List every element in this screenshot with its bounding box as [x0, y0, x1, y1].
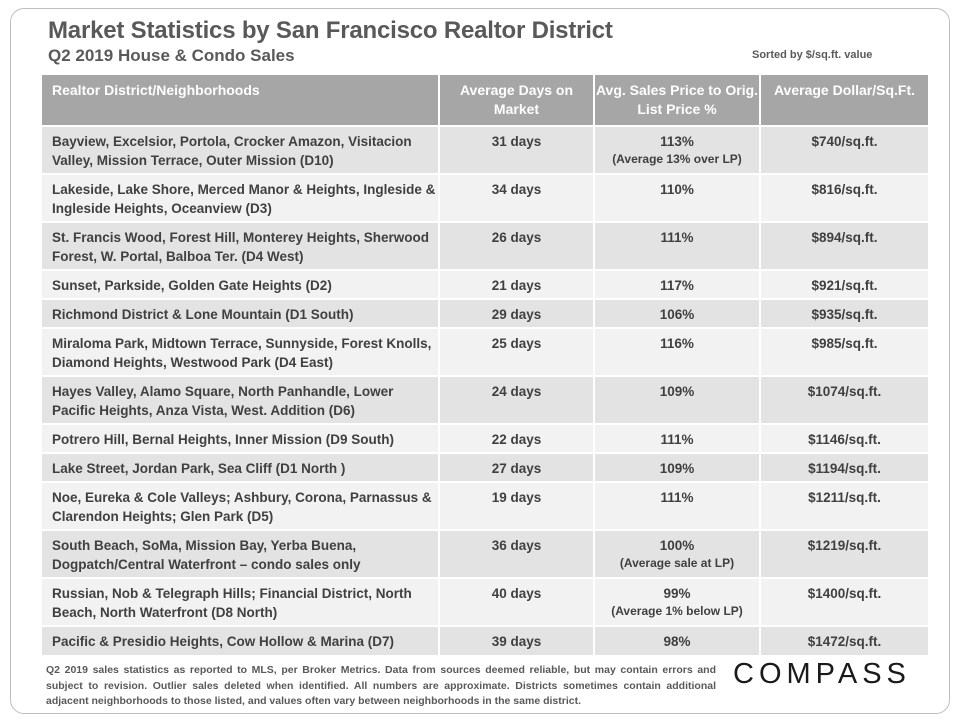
price-ratio-cell: 111%	[594, 423, 761, 453]
days-cell: 27 days	[439, 452, 595, 482]
district-cell: Russian, Nob & Telegraph Hills; Financia…	[42, 577, 440, 626]
price-ratio-cell: 109%	[594, 452, 761, 482]
page-subtitle: Q2 2019 House & Condo Sales	[48, 46, 295, 65]
table-row: Lake Street, Jordan Park, Sea Cliff (D1 …	[42, 452, 928, 482]
price-ratio-value: 113%	[660, 134, 694, 149]
days-cell: 29 days	[439, 298, 595, 328]
district-cell: St. Francis Wood, Forest Hill, Monterey …	[42, 221, 440, 270]
price-ratio-value: 100%	[659, 538, 695, 553]
days-cell: 26 days	[439, 221, 595, 270]
price-ratio-cell: 106%	[594, 298, 761, 328]
days-cell: 39 days	[439, 625, 595, 655]
dollar-sqft-cell: $1146/sq.ft.	[760, 423, 928, 453]
table-row: Potrero Hill, Bernal Heights, Inner Miss…	[42, 423, 928, 453]
column-header-dollar-sqft: Average Dollar/Sq.Ft.	[760, 75, 928, 126]
district-cell: Hayes Valley, Alamo Square, North Panhan…	[42, 375, 440, 424]
dollar-sqft-cell: $1472/sq.ft.	[760, 625, 928, 655]
district-cell: Lakeside, Lake Shore, Merced Manor & Hei…	[42, 173, 440, 222]
table-row: Pacific & Presidio Heights, Cow Hollow &…	[42, 625, 928, 655]
district-cell: South Beach, SoMa, Mission Bay, Yerba Bu…	[42, 529, 440, 578]
dollar-sqft-cell: $1194/sq.ft.	[760, 452, 928, 482]
price-ratio-cell: 109%	[594, 375, 761, 424]
district-cell: Sunset, Parkside, Golden Gate Heights (D…	[42, 269, 440, 299]
dollar-sqft-cell: $985/sq.ft.	[760, 327, 928, 376]
days-cell: 22 days	[439, 423, 595, 453]
price-ratio-cell: 116%	[594, 327, 761, 376]
days-cell: 36 days	[439, 529, 595, 578]
district-cell: Lake Street, Jordan Park, Sea Cliff (D1 …	[42, 452, 440, 482]
dollar-sqft-cell: $894/sq.ft.	[760, 221, 928, 270]
price-ratio-value: 99%	[663, 586, 691, 601]
table-row: Noe, Eureka & Cole Valleys; Ashbury, Cor…	[42, 481, 928, 530]
dollar-sqft-cell: $1074/sq.ft.	[760, 375, 928, 424]
table-row: Sunset, Parkside, Golden Gate Heights (D…	[42, 269, 928, 299]
days-cell: 31 days	[439, 125, 595, 174]
days-cell: 34 days	[439, 173, 595, 222]
footnote: Q2 2019 sales statistics as reported to …	[46, 664, 716, 707]
table-row: Lakeside, Lake Shore, Merced Manor & Hei…	[42, 173, 928, 222]
table-row: Miraloma Park, Midtown Terrace, Sunnysid…	[42, 327, 928, 376]
table-row: South Beach, SoMa, Mission Bay, Yerba Bu…	[42, 529, 928, 578]
price-ratio-note: (Average 1% below LP)	[611, 604, 743, 618]
dollar-sqft-cell: $921/sq.ft.	[760, 269, 928, 299]
sort-note: Sorted by $/sq.ft. value	[752, 49, 873, 61]
table-header-row: Realtor District/Neighborhoods Average D…	[42, 75, 928, 126]
days-cell: 40 days	[439, 577, 595, 626]
price-ratio-cell: 98%	[594, 625, 761, 655]
column-header-days: Average Days on Market	[439, 75, 595, 126]
district-cell: Noe, Eureka & Cole Valleys; Ashbury, Cor…	[42, 481, 440, 530]
district-cell: Pacific & Presidio Heights, Cow Hollow &…	[42, 625, 440, 655]
price-ratio-cell: 111%	[594, 221, 761, 270]
table-row: Bayview, Excelsior, Portola, Crocker Ama…	[42, 125, 928, 174]
price-ratio-note: (Average sale at LP)	[619, 556, 735, 570]
price-ratio-cell: 111%	[594, 481, 761, 530]
days-cell: 19 days	[439, 481, 595, 530]
district-cell: Bayview, Excelsior, Portola, Crocker Ama…	[42, 125, 440, 174]
district-cell: Potrero Hill, Bernal Heights, Inner Miss…	[42, 423, 440, 453]
price-ratio-cell: 99% (Average 1% below LP)	[594, 577, 761, 626]
district-cell: Richmond District & Lone Mountain (D1 So…	[42, 298, 440, 328]
dollar-sqft-cell: $935/sq.ft.	[760, 298, 928, 328]
price-ratio-cell: 113% (Average 13% over LP)	[594, 125, 761, 174]
district-cell: Miraloma Park, Midtown Terrace, Sunnysid…	[42, 327, 440, 376]
column-header-district: Realtor District/Neighborhoods	[42, 75, 440, 126]
days-cell: 24 days	[439, 375, 595, 424]
days-cell: 21 days	[439, 269, 595, 299]
market-stats-table: Realtor District/Neighborhoods Average D…	[42, 75, 928, 655]
table-row: Hayes Valley, Alamo Square, North Panhan…	[42, 375, 928, 424]
table-row: St. Francis Wood, Forest Hill, Monterey …	[42, 221, 928, 270]
column-header-price-ratio: Avg. Sales Price to Orig. List Price %	[594, 75, 761, 126]
dollar-sqft-cell: $740/sq.ft.	[760, 125, 928, 174]
table-row: Richmond District & Lone Mountain (D1 So…	[42, 298, 928, 328]
days-cell: 25 days	[439, 327, 595, 376]
dollar-sqft-cell: $1400/sq.ft.	[760, 577, 928, 626]
price-ratio-cell: 110%	[594, 173, 761, 222]
dollar-sqft-cell: $1211/sq.ft.	[760, 481, 928, 530]
dollar-sqft-cell: $816/sq.ft.	[760, 173, 928, 222]
table-row: Russian, Nob & Telegraph Hills; Financia…	[42, 577, 928, 626]
price-ratio-cell: 117%	[594, 269, 761, 299]
price-ratio-cell: 100% (Average sale at LP)	[594, 529, 761, 578]
price-ratio-note: (Average 13% over LP)	[612, 152, 742, 166]
dollar-sqft-cell: $1219/sq.ft.	[760, 529, 928, 578]
compass-logo: COMPASS	[733, 658, 911, 690]
page-title: Market Statistics by San Francisco Realt…	[48, 17, 613, 44]
